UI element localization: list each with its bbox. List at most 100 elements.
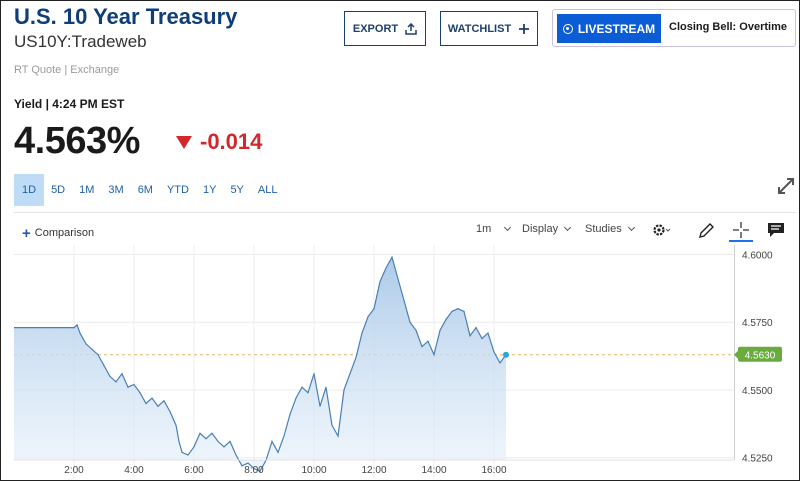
series-point <box>325 386 327 388</box>
series-point <box>307 392 309 394</box>
expand-icon[interactable] <box>776 176 796 196</box>
series-point <box>499 362 501 364</box>
display-dropdown[interactable]: Display <box>522 223 572 235</box>
interval-dropdown[interactable]: 1m <box>476 223 512 235</box>
crosshair-icon[interactable] <box>731 221 751 239</box>
series-point <box>277 451 279 453</box>
comparison-button[interactable]: + Comparison <box>22 223 94 243</box>
closing-bell-link[interactable]: Closing Bell: Overtime <box>669 21 787 33</box>
series-point <box>187 454 189 456</box>
series-point <box>199 432 201 434</box>
series-area <box>14 257 506 472</box>
range-1m[interactable]: 1M <box>79 184 95 196</box>
livestream-panel: LIVESTREAM Closing Bell: Overtime <box>552 9 796 47</box>
series-point <box>289 413 291 415</box>
range-1d[interactable]: 1D <box>14 174 45 206</box>
series-point <box>193 446 195 448</box>
last-point-marker <box>503 351 509 358</box>
range-3m[interactable]: 3M <box>108 184 124 196</box>
range-ytd[interactable]: YTD <box>166 184 189 196</box>
active-tool-indicator <box>729 240 753 242</box>
series-point <box>76 324 78 326</box>
series-point <box>481 337 483 340</box>
interval-label: 1m <box>476 223 492 235</box>
series-point <box>151 397 153 399</box>
watchlist-button[interactable]: WATCHLIST <box>440 11 538 46</box>
plus-icon: + <box>22 224 31 242</box>
series-point <box>403 299 405 302</box>
series-point <box>493 351 495 353</box>
series-point <box>178 440 180 443</box>
comparison-label: Comparison <box>34 227 95 239</box>
range-6m[interactable]: 6M <box>137 184 153 196</box>
range-5y[interactable]: 5Y <box>230 184 244 196</box>
series-point <box>283 435 285 437</box>
range-1y[interactable]: 1Y <box>202 184 217 196</box>
series-point <box>391 256 393 258</box>
series-point <box>97 354 99 356</box>
pencil-icon[interactable] <box>697 221 717 239</box>
series-point <box>469 335 471 337</box>
series-point <box>361 332 363 334</box>
series-point <box>121 373 123 375</box>
yield-chart[interactable]: 2:00 4:00 6:00 8:00 10:00 12:00 14:00 16:00 4.60… <box>14 245 796 478</box>
series-point <box>451 310 453 312</box>
series-point <box>115 381 117 383</box>
series-point <box>58 327 60 329</box>
symbol-subtitle: US10Y:Tradeweb <box>14 32 147 51</box>
series-point <box>313 373 315 375</box>
yield-timestamp: Yield | 4:24 PM EST <box>14 97 125 111</box>
x-tick-label: 12:00 <box>361 465 386 476</box>
series-point <box>373 308 375 310</box>
series-point <box>247 462 249 464</box>
display-label: Display <box>522 223 559 235</box>
y-tick-label: 4.5750 <box>742 318 773 329</box>
series-point <box>223 446 225 448</box>
y-tick-label: 4.5250 <box>742 454 773 465</box>
divider <box>14 212 796 213</box>
series-point <box>427 340 429 342</box>
last-value-pointer <box>734 350 738 359</box>
series-point <box>145 402 147 405</box>
series-point <box>175 424 177 426</box>
series-point <box>487 332 489 334</box>
chevron-down-icon <box>564 223 572 232</box>
series-point <box>181 451 183 453</box>
series-point <box>439 329 441 331</box>
livestream-label: LIVESTREAM <box>577 21 656 36</box>
series-point <box>259 470 261 472</box>
range-5d[interactable]: 5D <box>51 184 66 196</box>
comment-icon[interactable] <box>766 221 786 239</box>
series-point <box>253 467 255 470</box>
series-point <box>241 465 243 467</box>
gear-icon[interactable] <box>652 221 672 239</box>
series-point <box>385 267 387 269</box>
watchlist-label: WATCHLIST <box>447 22 512 35</box>
series-point <box>271 440 273 443</box>
series-point <box>211 432 213 434</box>
export-label: EXPORT <box>352 22 399 35</box>
last-value-badge <box>738 346 782 362</box>
export-icon <box>405 22 417 35</box>
series-point <box>475 327 477 329</box>
livestream-button[interactable]: LIVESTREAM <box>557 14 661 43</box>
series-point <box>79 332 81 334</box>
yield-change: -0.014 <box>176 129 262 155</box>
range-selector: 1D 5D 1M 3M 6M YTD 1Y 5Y ALL <box>14 174 284 206</box>
series-point <box>235 454 237 456</box>
series-point <box>445 318 447 321</box>
series-point <box>28 327 30 329</box>
y-tick-label: 4.5500 <box>742 386 773 397</box>
yield-price: 4.563% <box>14 120 140 162</box>
studies-dropdown[interactable]: Studies <box>585 223 635 235</box>
range-all[interactable]: ALL <box>257 184 278 196</box>
series-point <box>379 280 381 283</box>
series-point <box>331 424 333 426</box>
series-point <box>355 356 357 359</box>
series-point <box>349 373 351 375</box>
series-point <box>343 389 345 391</box>
series-point <box>415 329 417 331</box>
series-point <box>421 345 423 348</box>
export-button[interactable]: EXPORT <box>344 11 426 46</box>
x-tick-label: 10:00 <box>301 465 326 476</box>
